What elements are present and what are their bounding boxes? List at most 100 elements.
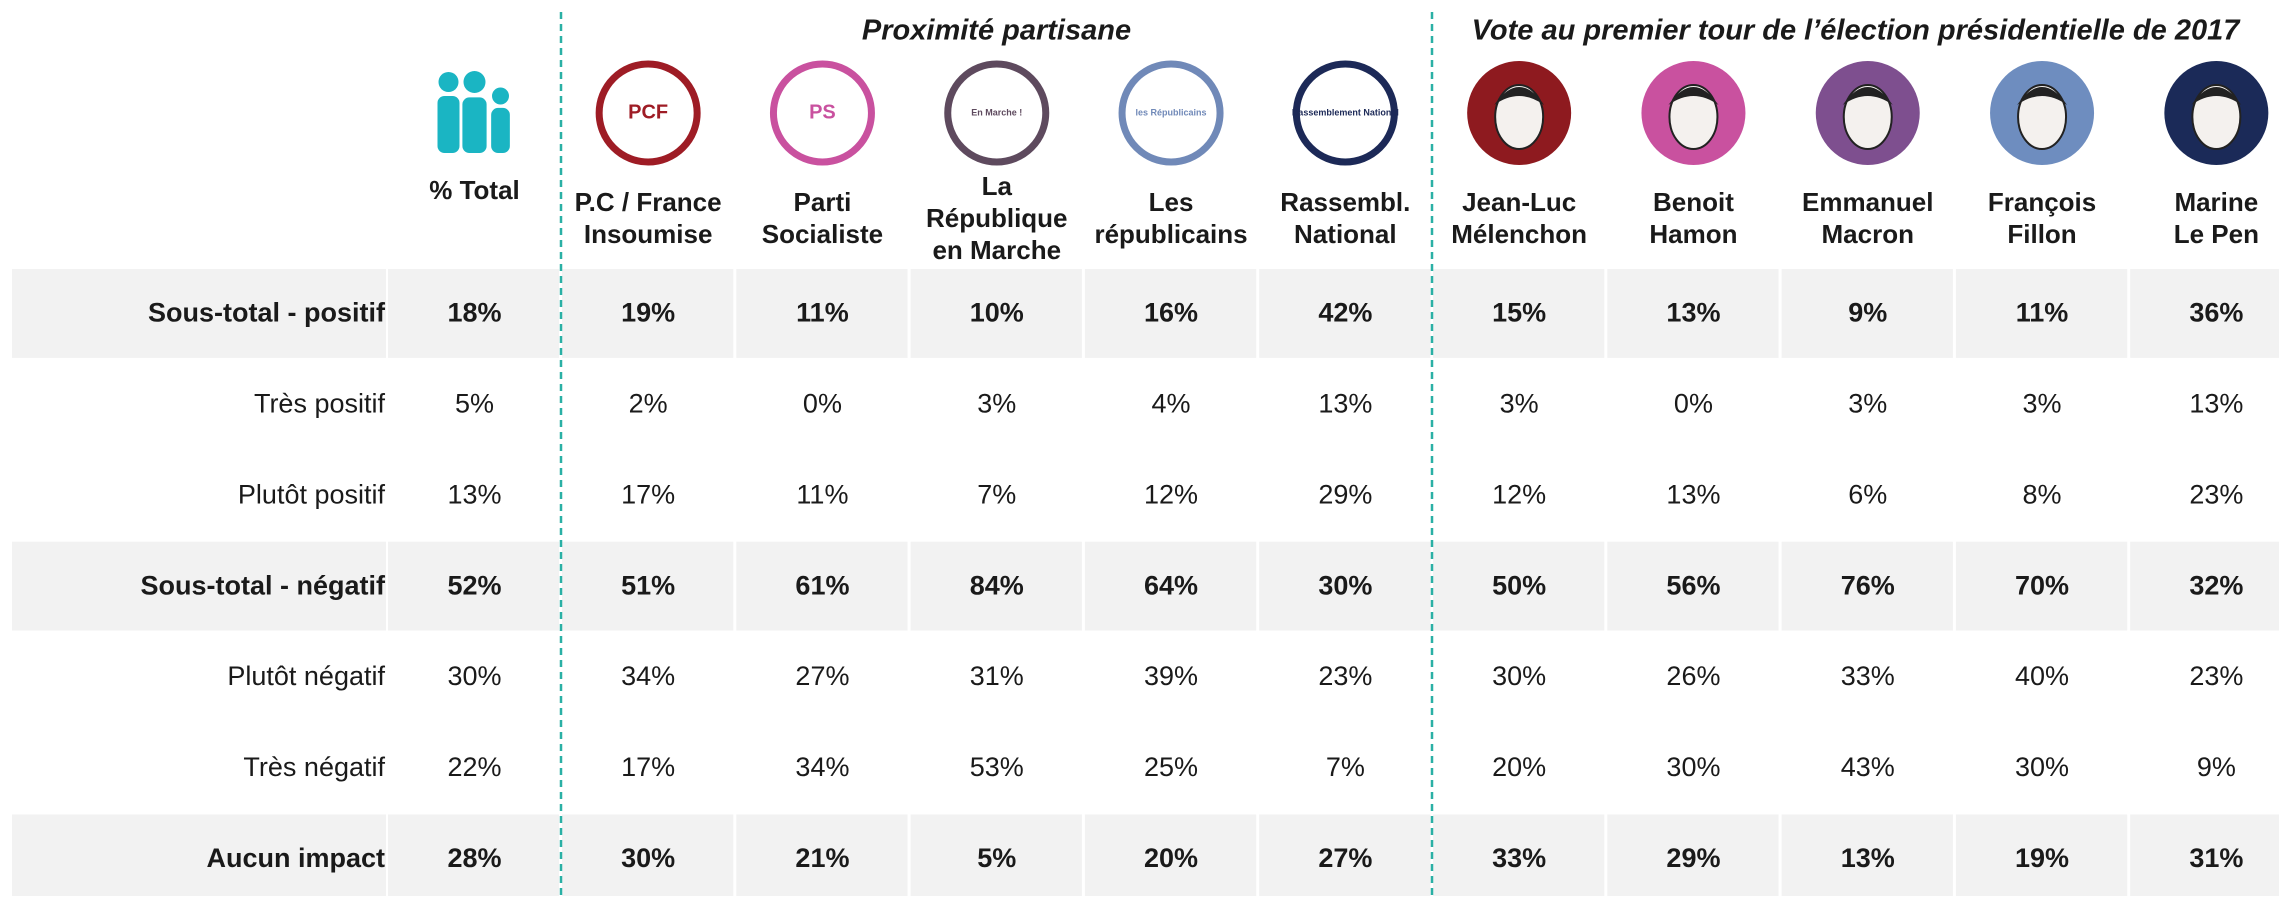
row-shade: [1084, 814, 1257, 901]
column-header: républicains: [1094, 219, 1247, 249]
portrait-hair: [1842, 87, 1893, 105]
portrait-hair: [2191, 87, 2242, 105]
cell-value: 29%: [1318, 479, 1372, 509]
cell-value: 19%: [2015, 843, 2069, 873]
row-shade: [1955, 814, 2128, 901]
cell-value: 25%: [1144, 752, 1198, 782]
cell-value: 0%: [1674, 388, 1713, 418]
row-shade: [1259, 541, 1431, 631]
cell-value: 34%: [795, 752, 849, 782]
cell-value: 70%: [2015, 570, 2069, 600]
cell-value: 26%: [1666, 661, 1720, 691]
people-icon-body: [491, 107, 510, 153]
cell-value: 7%: [1326, 752, 1365, 782]
row-shade: [736, 814, 908, 901]
cell-value: 10%: [970, 298, 1024, 328]
total-header: % Total: [429, 175, 520, 205]
people-icon-body: [462, 97, 487, 153]
cell-total: 13%: [447, 479, 501, 509]
party-logo: [769, 60, 875, 166]
row-shade: [910, 814, 1082, 901]
row-shade: [1433, 814, 1605, 901]
cell-value: 61%: [795, 570, 849, 600]
people-icon-head: [463, 71, 486, 93]
row-label: Plutôt négatif: [227, 661, 385, 691]
cell-value: 13%: [1318, 388, 1372, 418]
row-shade: [910, 269, 1082, 358]
cell-value: 20%: [1492, 752, 1546, 782]
row-shade: [1607, 269, 1779, 358]
cell-value: 56%: [1666, 570, 1720, 600]
column-header: Hamon: [1649, 219, 1737, 249]
group-header: Vote au premier tour de l’élection prési…: [1472, 15, 2242, 47]
cell-value: 7%: [977, 479, 1016, 509]
cell-value: 5%: [977, 843, 1016, 873]
cell-value: 23%: [2189, 479, 2243, 509]
cell-value: 51%: [621, 570, 675, 600]
cell-value: 30%: [621, 843, 675, 873]
cell-value: 13%: [2189, 388, 2243, 418]
cell-value: 43%: [1841, 752, 1895, 782]
cell-value: 53%: [970, 752, 1024, 782]
row-shade: [12, 814, 386, 901]
cell-value: 31%: [970, 661, 1024, 691]
party-logo-text: En Marche !: [971, 107, 1022, 117]
column-header: Socialiste: [762, 219, 883, 249]
row-label: Plutôt positif: [238, 479, 386, 509]
row-shade: [562, 269, 734, 358]
row-shade: [1955, 541, 2128, 631]
cell-value: 33%: [1841, 661, 1895, 691]
column-header: Mélenchon: [1451, 219, 1587, 249]
row-shade: [910, 541, 1082, 631]
row-shade: [388, 541, 559, 631]
cell-total: 5%: [455, 388, 494, 418]
party-logo: [1292, 60, 1398, 166]
row-shade: [2130, 269, 2279, 358]
column-header: Parti: [794, 187, 852, 217]
group-header: Proximité partisane: [862, 15, 1131, 47]
portrait-face: [1842, 84, 1893, 150]
portrait-face: [2017, 84, 2068, 150]
column-header: Jean-Luc: [1462, 187, 1576, 217]
cell-value: 36%: [2189, 298, 2243, 328]
column-header: Le Pen: [2174, 219, 2259, 249]
row-shade: [562, 541, 734, 631]
cell-value: 50%: [1492, 570, 1546, 600]
row-shade: [1955, 269, 2128, 358]
cell-value: 29%: [1666, 843, 1720, 873]
people-icon-body: [437, 96, 460, 153]
cell-value: 0%: [803, 388, 842, 418]
cell-value: 16%: [1144, 298, 1198, 328]
column-header: François: [1988, 187, 2096, 217]
cell-value: 11%: [2016, 298, 2069, 328]
row-shade: [1433, 541, 1605, 631]
party-logo: [944, 60, 1050, 166]
portrait-face: [1668, 84, 1719, 150]
column-header: Benoit: [1653, 187, 1734, 217]
column-header: en Marche: [932, 235, 1061, 265]
cell-value: 8%: [2023, 479, 2062, 509]
row-shade: [1084, 269, 1257, 358]
party-logo: [1118, 60, 1224, 166]
cell-value: 3%: [1500, 388, 1539, 418]
portrait-hair: [1494, 87, 1545, 105]
cell-value: 30%: [1492, 661, 1546, 691]
cell-value: 3%: [977, 388, 1016, 418]
row-shade: [2130, 814, 2279, 901]
cell-total: 28%: [447, 843, 501, 873]
cell-value: 23%: [2189, 661, 2243, 691]
cell-total: 52%: [447, 570, 501, 600]
people-icon-head: [492, 87, 509, 105]
party-logo: [595, 60, 701, 166]
cell-value: 30%: [1318, 570, 1372, 600]
cell-value: 27%: [795, 661, 849, 691]
row-label: Sous-total - négatif: [141, 570, 386, 600]
row-shade: [1607, 814, 1779, 901]
cell-value: 30%: [1666, 752, 1720, 782]
portrait-face: [2191, 84, 2242, 150]
cell-value: 12%: [1144, 479, 1198, 509]
row-shade: [388, 269, 559, 358]
cell-value: 34%: [621, 661, 675, 691]
column-header: La: [982, 171, 1013, 201]
row-shade: [1781, 541, 1953, 631]
